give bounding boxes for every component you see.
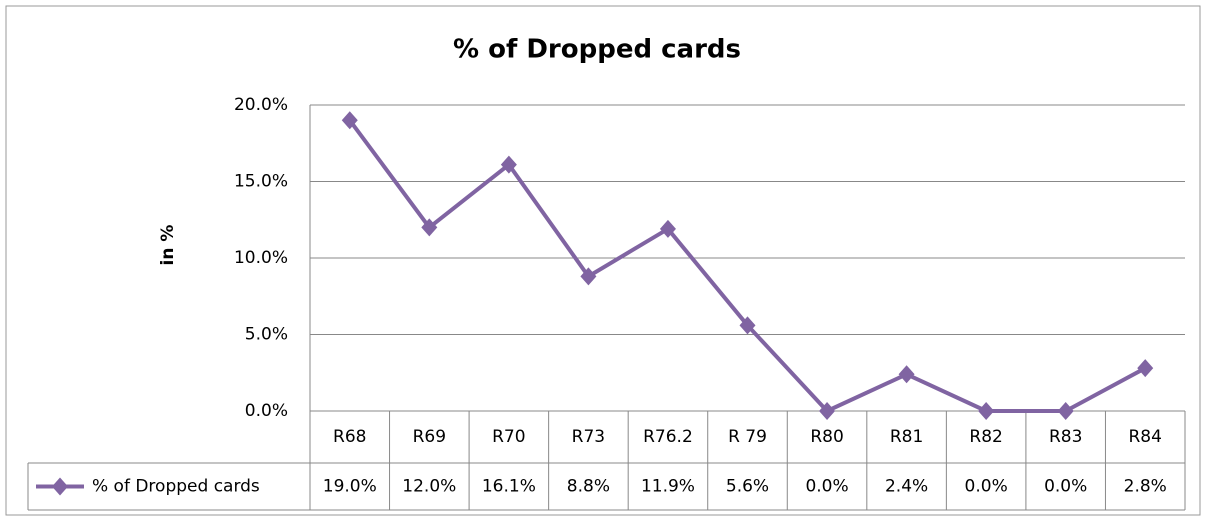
legend-label: % of Dropped cards xyxy=(92,477,260,497)
data-label: 12.0% xyxy=(402,477,456,497)
data-label: 0.0% xyxy=(1044,477,1087,497)
x-tick-label: R68 xyxy=(333,427,366,447)
y-axis-label: in % xyxy=(158,225,178,266)
x-tick-label: R81 xyxy=(890,427,923,447)
chart-title: % of Dropped cards xyxy=(453,35,741,65)
x-tick-label: R 79 xyxy=(728,427,767,447)
data-marker xyxy=(819,402,836,420)
data-marker xyxy=(341,111,358,130)
data-marker xyxy=(421,218,438,237)
data-label: 11.9% xyxy=(641,477,695,497)
data-label: 8.8% xyxy=(567,477,610,497)
data-label: 2.8% xyxy=(1124,477,1167,497)
data-marker xyxy=(898,365,915,384)
x-tick-label: R80 xyxy=(810,427,843,447)
data-label: 2.4% xyxy=(885,477,928,497)
x-tick-label: R73 xyxy=(572,427,605,447)
y-tick-label: 0.0% xyxy=(245,401,288,421)
y-tick-label: 10.0% xyxy=(234,248,288,268)
data-label: 19.0% xyxy=(323,477,377,497)
data-marker xyxy=(1057,402,1074,420)
data-label: 5.6% xyxy=(726,477,769,497)
y-tick-label: 15.0% xyxy=(234,172,288,192)
x-tick-label: R70 xyxy=(492,427,525,447)
data-marker xyxy=(739,316,756,335)
data-marker xyxy=(978,402,995,420)
data-label: 0.0% xyxy=(805,477,848,497)
data-label: 16.1% xyxy=(482,477,536,497)
data-marker xyxy=(500,155,517,174)
x-tick-label: R83 xyxy=(1049,427,1082,447)
x-tick-label: R82 xyxy=(969,427,1002,447)
x-tick-label: R69 xyxy=(413,427,446,447)
data-marker xyxy=(1137,359,1154,378)
chart-border xyxy=(5,5,1201,516)
x-tick-label: R84 xyxy=(1129,427,1162,447)
legend-marker xyxy=(52,477,68,496)
data-marker xyxy=(580,267,597,286)
y-tick-label: 5.0% xyxy=(245,325,288,345)
data-marker xyxy=(659,219,676,238)
x-tick-label: R76.2 xyxy=(643,427,693,447)
data-label: 0.0% xyxy=(965,477,1008,497)
y-tick-label: 20.0% xyxy=(234,95,288,115)
